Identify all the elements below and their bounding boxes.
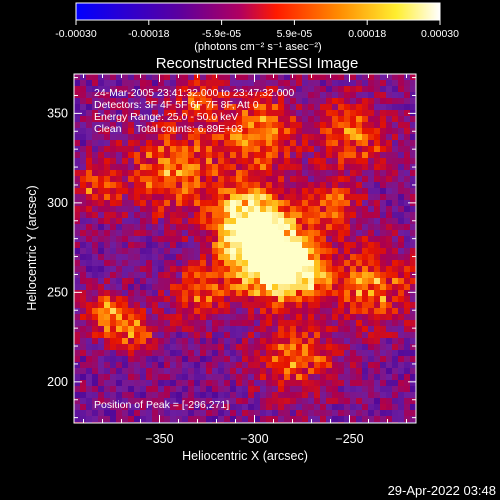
x-tick-label: −300 <box>240 432 268 446</box>
colorbar-gradient <box>75 2 441 21</box>
colorbar-tick-label: -0.00018 <box>128 28 170 40</box>
plot-title: Reconstructed RHESSI Image <box>156 55 359 72</box>
y-axis-label: Heliocentric Y (arcsec) <box>25 185 39 310</box>
colorbar-tick-label: 0.00018 <box>348 28 386 40</box>
reconstructed-image <box>74 74 416 423</box>
colorbar-ticks: -0.00030 -0.00018 -5.9e-05 5.9e-05 0.00018 0.… <box>55 20 459 40</box>
annotations: 24-Mar-2005 23:41:32.000 to 23:47:32.000… <box>94 87 294 411</box>
y-tick-label: 250 <box>47 285 68 299</box>
image-area <box>74 74 416 423</box>
colorbar-tick-label: 5.9e-05 <box>277 28 313 40</box>
y-tick-label: 300 <box>47 196 68 210</box>
y-tick-label: 200 <box>47 375 68 389</box>
colorbar-tick-label: -0.00030 <box>55 28 97 40</box>
x-axis-label: Heliocentric X (arcsec) <box>182 449 308 463</box>
colorbar-tick-label: 0.00030 <box>421 28 459 40</box>
colorbar-units: (photons cm⁻² s⁻¹ asec⁻²) <box>194 41 321 53</box>
colorbar: -0.00030 -0.00018 -5.9e-05 5.9e-05 0.00018 0.… <box>55 2 459 53</box>
annotation-detectors: Detectors: 3F 4F 5F 6F 7F 8F, Att 0 <box>94 99 259 111</box>
annotation-energy: Energy Range: 25.0 - 50.0 keV <box>94 111 238 123</box>
axis-ticks: −350 −300 −250 200 250 300 350 <box>47 74 416 446</box>
plot-frame <box>73 73 417 424</box>
y-tick-label: 350 <box>47 106 68 120</box>
x-tick-label: −250 <box>335 432 363 446</box>
colorbar-tick-label: -5.9e-05 <box>202 28 241 40</box>
annotation-time: 24-Mar-2005 23:41:32.000 to 23:47:32.000 <box>94 87 294 99</box>
peak-position: Position of Peak = [-296,271] <box>94 399 229 411</box>
footer-timestamp: 29-Apr-2022 03:48 <box>388 483 496 498</box>
x-tick-label: −350 <box>145 432 173 446</box>
annotation-counts: Clean Total counts: 6.89E+03 <box>94 123 243 135</box>
